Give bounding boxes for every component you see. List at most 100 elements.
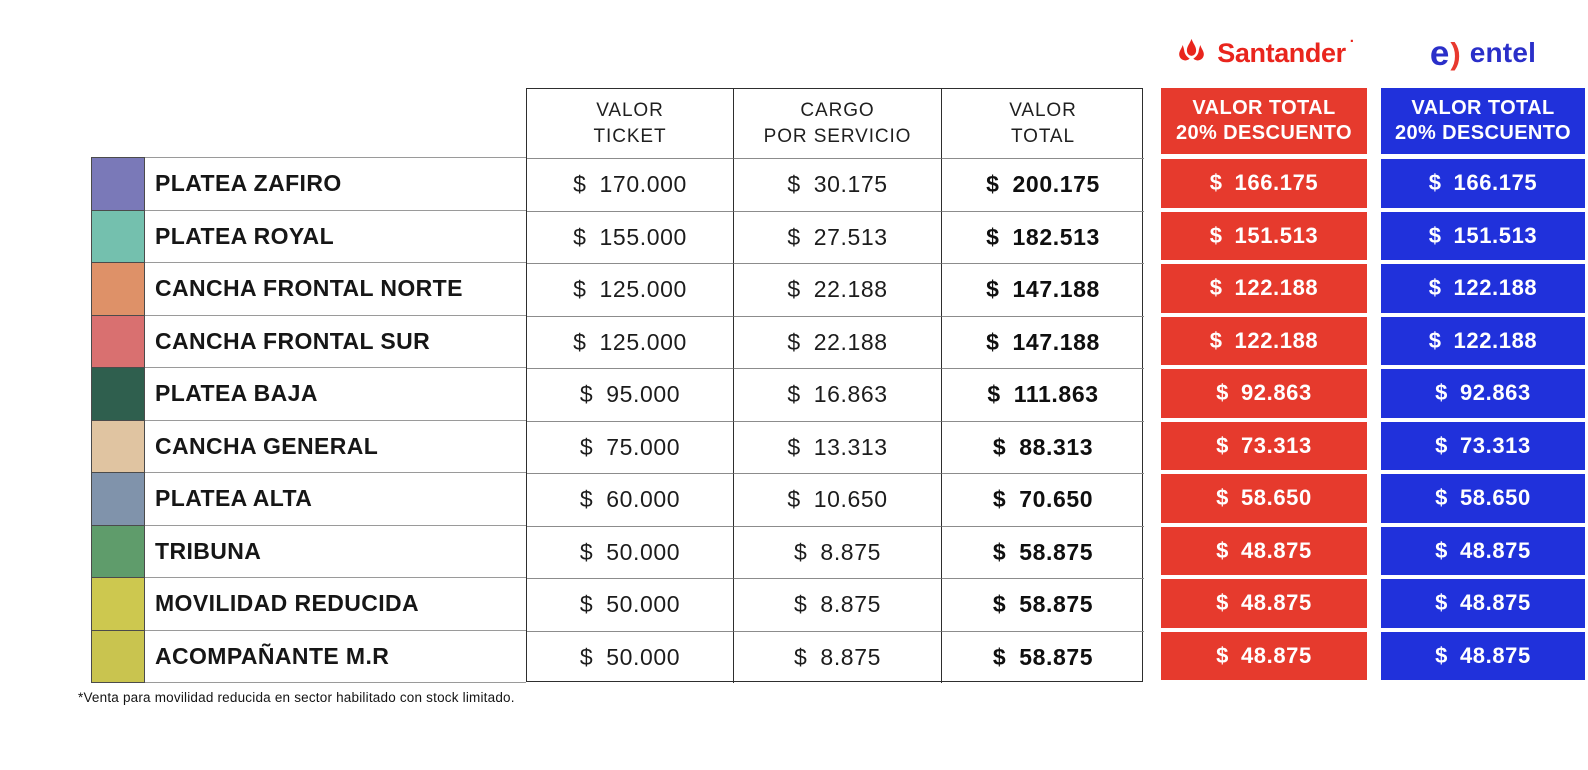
header-line: CARGO [800,99,875,121]
currency-symbol: $ [787,223,801,250]
amount: 125.000 [599,328,687,355]
valor-ticket-cell: $95.000 [527,368,733,421]
legend-row: PLATEA ROYAL [91,209,526,263]
currency-symbol: $ [986,171,1000,198]
currency-symbol: $ [579,433,594,460]
amount: 151.513 [1234,222,1319,248]
footnote: *Venta para movilidad reducida en sector… [78,690,515,705]
amount: 170.000 [599,171,687,198]
valor-total-cell: $58.875 [941,578,1144,631]
valor-total-cell: $200.175 [941,158,1144,211]
legend-row: PLATEA BAJA [91,367,526,421]
amount: 8.875 [820,591,881,618]
category-swatch [91,419,145,473]
santander-discount-cell: $48.875 [1161,526,1367,575]
column-header-cargo-servicio: CARGO POR SERVICIO [733,89,941,158]
discount-header-line: 20% DESCUENTO [1176,122,1352,144]
amount: 60.000 [606,486,681,513]
currency-symbol: $ [1428,275,1442,301]
amount: 22.188 [813,276,888,303]
amount: 58.875 [1019,538,1094,565]
header-line: TICKET [593,125,667,147]
amount: 92.863 [1240,380,1312,406]
currency-symbol: $ [794,591,808,618]
cargo-servicio-cell: $8.875 [733,630,941,683]
amount: 50.000 [606,643,681,670]
amount: 122.188 [1453,327,1538,353]
currency-symbol: $ [1435,380,1448,406]
valor-total-cell: $182.513 [941,210,1144,263]
currency-symbol: $ [787,328,801,355]
amount: 151.513 [1453,222,1538,248]
amount: 95.000 [606,381,681,408]
amount: 48.875 [1240,590,1312,616]
currency-symbol: $ [573,276,587,303]
legend-row: CANCHA FRONTAL SUR [91,314,526,368]
category-label: CANCHA FRONTAL SUR [155,327,431,354]
amount: 48.875 [1459,537,1531,563]
amount: 58.875 [1019,591,1094,618]
currency-symbol: $ [787,433,801,460]
category-label: CANCHA FRONTAL NORTE [155,275,463,302]
amount: 166.175 [1234,170,1319,196]
category-swatch [91,209,145,263]
amount: 147.188 [1012,276,1100,303]
valor-ticket-cell: $125.000 [527,263,733,316]
cargo-servicio-cell: $16.863 [733,368,941,421]
amount: 58.650 [1240,485,1312,511]
category-swatch [91,472,145,526]
santander-discount-cell: $122.188 [1161,264,1367,313]
valor-ticket-cell: $50.000 [527,578,733,631]
valor-ticket-cell: $170.000 [527,158,733,211]
cargo-servicio-cell: $22.188 [733,263,941,316]
amount: 73.313 [1240,432,1312,458]
valor-total-cell: $58.875 [941,525,1144,578]
amount: 48.875 [1240,537,1312,563]
amount: 50.000 [606,538,681,565]
category-label: ACOMPAÑANTE M.R [155,642,390,669]
entel-discount-cell: $92.863 [1381,369,1585,418]
amount: 75.000 [606,433,681,460]
currency-symbol: $ [992,433,1007,460]
currency-symbol: $ [987,381,1001,408]
valor-total-cell: $147.188 [941,263,1144,316]
amount: 73.313 [1459,432,1531,458]
column-header-valor-ticket: VALOR TICKET [527,89,733,158]
category-label: PLATEA ROYAL [155,222,335,249]
currency-symbol: $ [573,171,587,198]
amount: 27.513 [813,223,888,250]
entel-discount-header: VALOR TOTAL 20% DESCUENTO [1381,88,1585,154]
category-swatch [91,157,145,211]
currency-symbol: $ [1216,380,1229,406]
currency-symbol: $ [787,486,801,513]
currency-symbol: $ [1209,275,1223,301]
legend-row: CANCHA FRONTAL NORTE [91,262,526,316]
currency-symbol: $ [787,276,801,303]
amount: 182.513 [1012,223,1100,250]
santander-discount-cell: $151.513 [1161,211,1367,260]
currency-symbol: $ [579,381,594,408]
currency-symbol: $ [1209,222,1223,248]
entel-discount-cell: $122.188 [1381,264,1585,313]
valor-total-cell: $88.313 [941,420,1144,473]
amount: 48.875 [1240,642,1312,668]
valor-total-cell: $111.863 [941,368,1144,421]
santander-discount-cell: $48.875 [1161,631,1367,680]
entel-discount-cell: $48.875 [1381,631,1585,680]
currency-symbol: $ [787,171,801,198]
amount: 70.650 [1019,486,1094,513]
entel-discount-cell: $58.650 [1381,474,1585,523]
santander-wordmark: Santander [1217,37,1346,68]
amount: 13.313 [813,433,888,460]
amount: 111.863 [1013,381,1099,408]
valor-ticket-cell: $155.000 [527,210,733,264]
entel-discount-cell: $48.875 [1381,526,1585,575]
santander-discount-cell: $166.175 [1161,159,1367,208]
pricing-table: VALOR TICKET CARGO POR SERVICIO VALOR TO… [526,88,1144,683]
entel-discount-cell: $73.313 [1381,421,1585,470]
amount: 58.650 [1459,485,1531,511]
discount-header-line: VALOR TOTAL [1192,97,1336,119]
category-swatch [91,524,145,578]
category-label: MOVILIDAD REDUCIDA [155,590,420,617]
